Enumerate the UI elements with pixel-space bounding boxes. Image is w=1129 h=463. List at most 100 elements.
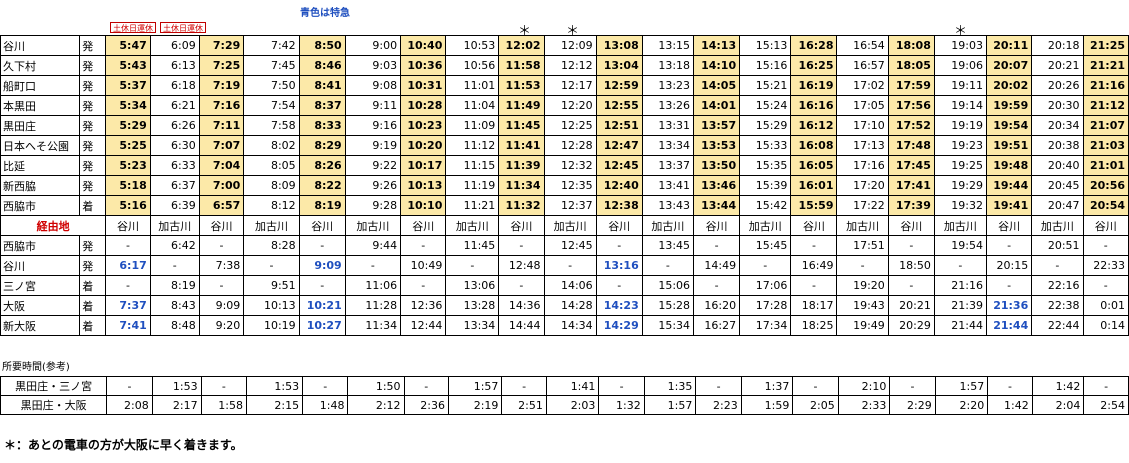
time-cell: 8:05 [243, 155, 300, 176]
duration-cell: - [1083, 376, 1129, 396]
time-cell: 10:40 [400, 35, 447, 56]
time-cell: 20:56 [1082, 175, 1129, 196]
time-cell: 8:37 [298, 95, 346, 116]
time-cell: 8:28 [243, 235, 300, 256]
time-cell: 22:38 [1031, 295, 1084, 316]
time-cell: 12:28 [543, 135, 597, 156]
time-cell: 12:36 [400, 295, 447, 316]
time-cell: 7:11 [198, 115, 245, 136]
table-row: 本黒田発 5:34 6:21 7:16 7:54 8:37 9:11 10:28 11:04 11… [0, 95, 1129, 116]
direction-cell: 発 [79, 95, 107, 116]
time-cell: 11:06 [344, 275, 402, 296]
direction-cell: 発 [79, 35, 107, 56]
time-cell: 14:23 [595, 295, 643, 316]
time-cell: 8:43 [149, 295, 200, 316]
duration-cell: - [598, 376, 645, 396]
time-cell: 17:52 [887, 115, 935, 136]
time-cell: 12:02 [498, 35, 545, 56]
station-name: 西脇市 [0, 235, 81, 256]
direction-cell: 着 [79, 275, 107, 296]
time-cell: 6:17 [105, 255, 151, 276]
time-cell: 17:51 [836, 235, 889, 256]
time-cell: 6:09 [149, 35, 200, 56]
duration-cell: 2:15 [245, 395, 304, 415]
time-cell: 7:16 [198, 95, 245, 116]
via-cell: 加古川 [149, 215, 200, 236]
time-cell: - [400, 235, 447, 256]
time-cell: - [105, 275, 151, 296]
time-cell: 9:00 [344, 35, 402, 56]
time-cell: 7:04 [198, 155, 245, 176]
time-cell: 10:13 [400, 175, 447, 196]
time-cell: 15:24 [739, 95, 792, 116]
time-cell: 11:21 [445, 195, 500, 216]
time-cell: 21:36 [985, 295, 1033, 316]
time-cell: 10:10 [400, 195, 447, 216]
time-cell: 19:48 [985, 155, 1033, 176]
time-cell: - [933, 255, 987, 276]
time-cell: 20:11 [985, 35, 1033, 56]
time-cell: 21:12 [1082, 95, 1129, 116]
time-cell: 17:59 [887, 75, 935, 96]
time-cell: 10:36 [400, 55, 447, 76]
time-cell: - [198, 275, 245, 296]
time-cell: 19:41 [985, 195, 1033, 216]
time-cell: 5:47 [105, 35, 151, 56]
time-cell: 14:01 [693, 95, 741, 116]
duration-cell: 2:33 [837, 395, 891, 415]
time-cell: - [198, 235, 245, 256]
duration-cell: - [302, 376, 349, 396]
via-cell: 谷川 [887, 215, 935, 236]
time-cell: 11:41 [498, 135, 545, 156]
table-row: 新大阪着 7:41 8:48 9:20 10:19 10:27 11:34 12:44 13:3… [0, 315, 1129, 336]
time-cell: 19:54 [933, 235, 987, 256]
time-cell: 17:39 [887, 195, 935, 216]
time-cell: 12:17 [543, 75, 597, 96]
duration-cell: 2:20 [934, 395, 989, 415]
time-cell: 21:39 [933, 295, 987, 316]
duration-cell: 2:05 [792, 395, 839, 415]
time-cell: - [887, 235, 935, 256]
time-cell: 5:25 [105, 135, 151, 156]
table-row: 船町口発 5:37 6:18 7:19 7:50 8:41 9:08 10:31 11:01 11… [0, 75, 1129, 96]
time-cell: 12:35 [543, 175, 597, 196]
time-cell: 20:30 [1031, 95, 1084, 116]
time-cell: 19:14 [933, 95, 987, 116]
time-cell: 7:58 [243, 115, 300, 136]
time-cell: 5:18 [105, 175, 151, 196]
time-cell: - [243, 255, 300, 276]
time-cell: 19:51 [985, 135, 1033, 156]
time-cell: 11:32 [498, 195, 545, 216]
table-row: 黒田庄発 5:29 6:26 7:11 7:58 8:33 9:16 10:23 11:09 11… [0, 115, 1129, 136]
duration-cell: - [987, 376, 1033, 396]
duration-cell: 2:23 [695, 395, 742, 415]
station-name: 新西脇 [0, 175, 81, 196]
time-cell: 19:54 [985, 115, 1033, 136]
via-cell: 加古川 [739, 215, 792, 236]
time-cell: 17:20 [836, 175, 889, 196]
table-row: 谷川発 6:17-7:38-9:09-10:49-12:48-13:16-14:4… [0, 255, 1129, 276]
time-cell: 20:45 [1031, 175, 1084, 196]
station-name: 船町口 [0, 75, 81, 96]
required-time-label: 所要時間(参考) [2, 362, 70, 373]
time-cell: 15:39 [739, 175, 792, 196]
time-cell: 11:01 [445, 75, 500, 96]
time-cell: 21:44 [985, 315, 1033, 336]
duration-cell: 2:29 [889, 395, 936, 415]
time-cell: 17:45 [887, 155, 935, 176]
time-cell: 17:13 [836, 135, 889, 156]
time-cell: 10:19 [243, 315, 300, 336]
time-cell: 10:53 [445, 35, 500, 56]
time-cell: 13:23 [641, 75, 695, 96]
station-name: 黒田庄 [0, 115, 81, 136]
time-cell: - [298, 275, 346, 296]
time-cell: 21:21 [1082, 55, 1129, 76]
time-cell: 19:49 [836, 315, 889, 336]
time-cell: 19:44 [985, 175, 1033, 196]
time-cell: - [400, 275, 447, 296]
time-cell: 11:12 [445, 135, 500, 156]
direction-cell: 発 [79, 155, 107, 176]
time-cell: 11:34 [498, 175, 545, 196]
station-name: 久下村 [0, 55, 81, 76]
time-cell: 16:05 [790, 155, 838, 176]
